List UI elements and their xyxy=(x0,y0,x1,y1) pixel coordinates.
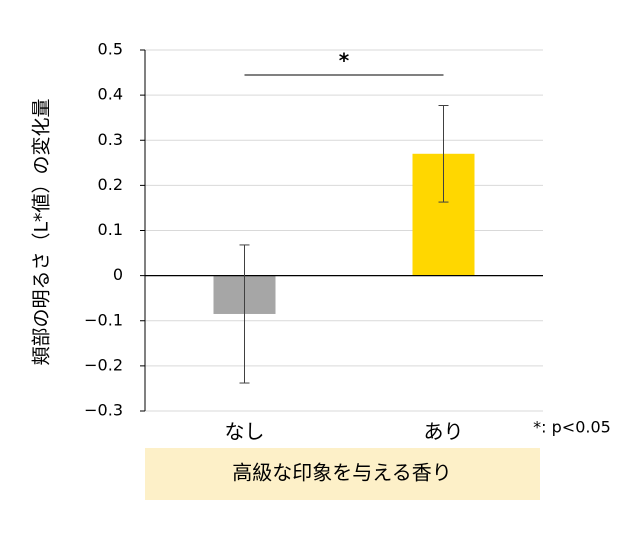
x-label: 高級な印象を与える香り xyxy=(232,461,451,485)
y-tick-label: 0.2 xyxy=(98,175,123,194)
significance-label: * xyxy=(339,49,350,73)
y-tick-label: −0.1 xyxy=(84,310,123,329)
x-tick-label: なし xyxy=(225,420,265,444)
y-tick-label: −0.3 xyxy=(84,401,123,420)
y-tick-label: 0.1 xyxy=(98,220,123,239)
y-tick-label: −0.2 xyxy=(84,355,123,374)
note: *: p<0.05 xyxy=(533,418,611,437)
y-label: 頬部の明るさ（L*値）の変化量 xyxy=(31,98,53,365)
y-tick-label: 0 xyxy=(113,265,123,284)
y-tick-label: 0.4 xyxy=(98,85,123,104)
y-tick-label: 0.3 xyxy=(98,130,123,149)
x-label-box xyxy=(145,448,540,500)
x-tick-label: あり xyxy=(424,420,464,444)
y-tick-label: 0.5 xyxy=(98,40,123,59)
